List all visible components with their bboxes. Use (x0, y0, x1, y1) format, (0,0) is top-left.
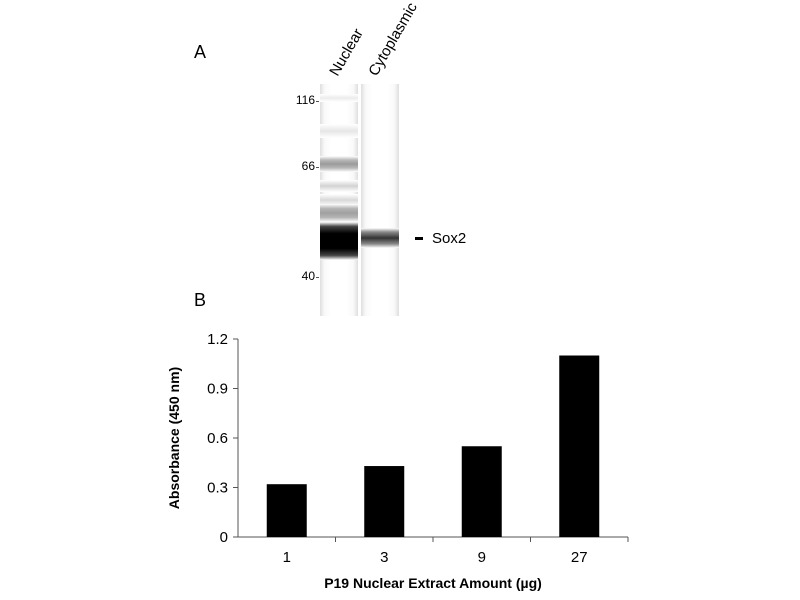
sox2-marker-dash (415, 237, 423, 240)
sox2-band-label: Sox2 (432, 230, 467, 247)
bar (559, 355, 600, 537)
x-tick-label: 1 (283, 549, 291, 566)
y-tick-label: 0.6 (207, 430, 228, 447)
y-tick-label: 0.9 (207, 381, 228, 398)
blot-band (320, 204, 358, 222)
bar (266, 484, 307, 537)
x-tick-label: 9 (478, 549, 486, 566)
mw-marker-66: 66 (301, 159, 315, 173)
blot-band (320, 180, 358, 192)
y-tick-label: 0 (220, 529, 228, 546)
mw-marker-116: 116 (295, 93, 315, 107)
panel-b-label: B (194, 290, 207, 310)
bar (364, 466, 405, 537)
y-tick-label: 1.2 (207, 331, 228, 348)
blot-band (320, 156, 358, 172)
sox2-band-cytoplasmic (361, 228, 399, 248)
y-axis-title: Absorbance (450 nm) (166, 366, 182, 510)
blot-lane-nuclear (320, 84, 358, 316)
y-tick-label: 0.3 (207, 480, 228, 497)
mw-marker-40: 40 (301, 269, 315, 283)
x-tick-label: 3 (380, 549, 388, 566)
mw-tick (316, 101, 319, 102)
mw-tick (316, 167, 319, 168)
mw-tick (316, 277, 319, 278)
bar (461, 446, 502, 537)
x-axis-title: P19 Nuclear Extract Amount (µg) (324, 575, 542, 591)
x-tick-label: 27 (571, 549, 588, 566)
blot-lane-cytoplasmic (361, 84, 399, 316)
blot-band (320, 124, 358, 138)
blot-band (320, 194, 358, 206)
blot-band (320, 94, 358, 102)
sox2-band-nuclear (320, 222, 358, 260)
panel-a-label: A (194, 42, 207, 62)
